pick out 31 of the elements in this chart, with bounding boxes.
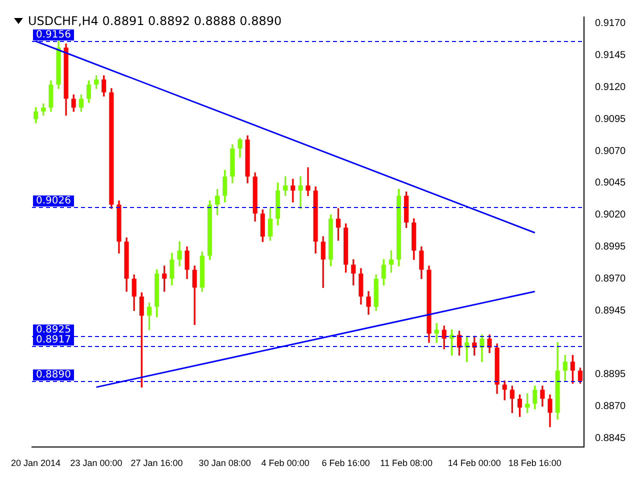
- y-tick-label: 0.8895: [595, 369, 626, 380]
- ref-line-label: 0.8917: [36, 334, 72, 346]
- x-tick-label: 11 Feb 08:00: [380, 458, 432, 468]
- y-tick-label: 0.9170: [595, 18, 626, 30]
- x-tick-label: 18 Feb 16:00: [508, 458, 562, 468]
- candlestick: [434, 323, 439, 343]
- y-tick-label: 0.8845: [595, 433, 626, 444]
- x-tick-label: 30 Jan 08:00: [198, 458, 251, 468]
- ref-line-label: 0.9156: [36, 30, 72, 41]
- y-tick-label: 0.9020: [595, 210, 626, 221]
- x-tick-label: 4 Feb 00:00: [261, 458, 310, 468]
- y-tick-label: 0.9045: [595, 178, 626, 189]
- y-tick-label: 0.9095: [595, 114, 626, 125]
- y-tick-label: 0.9120: [595, 82, 626, 93]
- x-tick-label: 14 Feb 00:00: [448, 458, 501, 468]
- x-tick-label: 20 Jan 2014: [11, 458, 61, 468]
- ref-line-label: 0.8925: [36, 324, 72, 336]
- chart-title: USDCHF,H4 0.8891 0.8892 0.8888 0.8890: [28, 14, 282, 28]
- candlestick: [298, 176, 303, 209]
- x-tick-label: 6 Feb 16:00: [322, 458, 370, 468]
- ref-line-label: 0.8890: [36, 370, 72, 381]
- ref-line-label: 0.9026: [36, 196, 72, 207]
- y-tick-label: 0.8870: [595, 401, 626, 412]
- x-tick-label: 23 Jan 00:00: [70, 458, 122, 468]
- candlestick: [306, 167, 310, 196]
- x-tick-label: 27 Jan 16:00: [130, 458, 183, 468]
- y-tick-label: 0.9145: [595, 50, 626, 62]
- y-tick-label: 0.8945: [595, 305, 626, 316]
- y-tick-label: 0.8970: [595, 273, 626, 284]
- y-tick-label: 0.8995: [595, 242, 626, 253]
- y-tick-label: 0.9070: [595, 146, 626, 157]
